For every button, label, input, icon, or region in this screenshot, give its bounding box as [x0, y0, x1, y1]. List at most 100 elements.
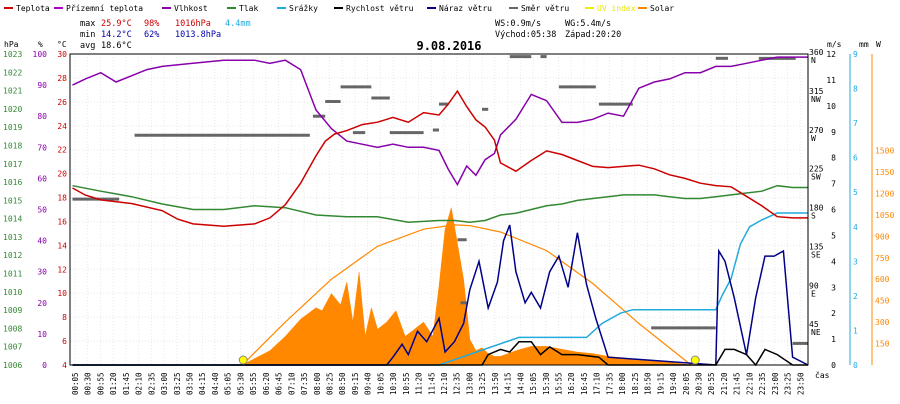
hpa-tick-4: 1019 — [3, 123, 22, 132]
x-tick-28: 11:45 — [427, 372, 436, 395]
stat-rain-total: 4.4mm — [225, 19, 251, 29]
right-axes: 360N315NW270W225SW180S135SE90E45NE121110… — [809, 48, 894, 370]
axis-unit-temp: °C — [57, 40, 67, 49]
hpa-tick-5: 1018 — [3, 141, 22, 150]
x-tick-27: 11:20 — [415, 372, 424, 395]
stat-max-temp: 25.9°C — [101, 19, 132, 29]
temp-tick-12: 6 — [62, 337, 67, 346]
mm-tick-8: 1 — [853, 326, 858, 335]
legend-label-2: Vlhkost — [174, 4, 208, 13]
x-tick-25: 10:30 — [389, 372, 398, 395]
hum-tick-1: 90 — [37, 81, 47, 90]
axis-unit-hum: % — [38, 40, 43, 49]
hpa-tick-13: 1010 — [3, 288, 22, 297]
legend: Teplota Přízemní teplota Vlhkost Tlak Srážky… — [4, 4, 674, 13]
hum-tick-9: 10 — [37, 330, 47, 339]
hpa-tick-14: 1009 — [3, 306, 22, 315]
x-tick-4: 01:45 — [122, 372, 131, 395]
dir-tick-deg-1: 315 — [809, 87, 824, 96]
ms-tick-3: 9 — [831, 128, 836, 137]
w-tick-3: 1050 — [875, 211, 894, 220]
stats-block: max 25.9°C 98% 1016hPa 4.4mm min 14.2°C … — [80, 19, 621, 51]
hpa-tick-10: 1013 — [3, 233, 22, 242]
x-tick-37: 15:30 — [542, 372, 551, 395]
temp-tick-11: 8 — [62, 313, 67, 322]
w-tick-2: 1200 — [875, 189, 894, 198]
temp-tick-10: 10 — [57, 289, 67, 298]
stat-avg-temp: 18.6°C — [101, 41, 132, 51]
mm-tick-7: 2 — [853, 292, 858, 301]
x-tick-36: 15:05 — [529, 372, 538, 395]
x-tick-49: 20:30 — [694, 372, 703, 395]
x-tick-16: 06:45 — [275, 372, 284, 395]
sunrise-marker — [238, 355, 248, 365]
ms-tick-11: 1 — [831, 335, 836, 344]
temp-tick-13: 4 — [62, 361, 67, 370]
x-tick-41: 17:10 — [593, 372, 602, 395]
x-tick-48: 20:05 — [682, 372, 691, 395]
hum-tick-3: 70 — [37, 143, 47, 152]
stat-sunset: Západ:20:20 — [565, 30, 621, 40]
sunset-marker — [690, 355, 700, 365]
hpa-tick-1: 1022 — [3, 68, 22, 77]
mm-tick-3: 6 — [853, 154, 858, 163]
axis-unit-mm: mm — [859, 40, 869, 49]
x-tick-46: 19:15 — [656, 372, 665, 395]
x-tick-34: 14:15 — [504, 372, 513, 395]
hpa-tick-7: 1016 — [3, 178, 22, 187]
dir-tick-deg-7: 45 — [809, 320, 819, 329]
x-tick-47: 19:40 — [669, 372, 678, 395]
legend-label-3: Tlak — [239, 4, 258, 13]
mm-tick-0: 9 — [853, 50, 858, 59]
mm-tick-2: 7 — [853, 119, 858, 128]
series-solar-clear — [241, 224, 692, 366]
mm-tick-9: 0 — [853, 361, 858, 370]
dir-tick-lbl-7: NE — [811, 328, 821, 337]
temp-tick-9: 12 — [57, 265, 67, 274]
mm-tick-6: 3 — [853, 257, 858, 266]
x-axis: 00:05 00:30 00:55 01:20 01:45 02:10 02:35 03:00… — [71, 372, 805, 395]
x-tick-2: 00:55 — [96, 372, 105, 395]
x-tick-18: 07:35 — [300, 372, 309, 395]
dir-tick-lbl-2: W — [811, 134, 816, 143]
x-tick-12: 05:05 — [224, 372, 233, 395]
dir-tick-lbl-1: NW — [811, 95, 821, 104]
legend-label-1: Přízemní teplota — [66, 4, 143, 13]
stat-max-hum: 98% — [144, 19, 159, 29]
x-tick-14: 05:55 — [249, 372, 258, 395]
dir-tick-deg-0: 360 — [809, 48, 824, 57]
temp-tick-5: 20 — [57, 170, 67, 179]
x-tick-11: 04:40 — [211, 372, 220, 395]
ms-tick-5: 7 — [831, 180, 836, 189]
dir-tick-deg-2: 270 — [809, 126, 824, 135]
x-tick-24: 10:05 — [376, 372, 385, 395]
ms-tick-4: 8 — [831, 154, 836, 163]
x-tick-22: 09:15 — [351, 372, 360, 395]
stat-min-temp: 14.2°C — [101, 30, 132, 40]
temp-tick-4: 22 — [57, 146, 67, 155]
ms-tick-8: 4 — [831, 257, 836, 266]
mm-tick-1: 8 — [853, 85, 858, 94]
x-tick-20: 08:25 — [325, 372, 334, 395]
x-tick-39: 16:20 — [567, 372, 576, 395]
legend-label-6: Náraz větru — [439, 4, 492, 13]
ms-tick-10: 2 — [831, 309, 836, 318]
x-tick-38: 15:55 — [555, 372, 564, 395]
x-tick-5: 02:10 — [135, 372, 144, 395]
w-tick-5: 750 — [875, 254, 890, 263]
x-tick-33: 13:50 — [491, 372, 500, 395]
x-tick-55: 23:00 — [771, 372, 780, 395]
x-tick-17: 07:10 — [287, 372, 296, 395]
x-tick-31: 13:00 — [465, 372, 474, 395]
w-tick-0: 1500 — [875, 147, 894, 156]
x-tick-51: 21:20 — [720, 372, 729, 395]
temp-tick-8: 14 — [57, 241, 67, 250]
plot-frame — [69, 53, 809, 366]
w-tick-8: 300 — [875, 318, 890, 327]
x-tick-44: 18:25 — [631, 372, 640, 395]
series-rain — [72, 212, 808, 366]
dir-tick-deg-4: 180 — [809, 204, 824, 213]
series-wind-gust — [72, 224, 809, 366]
x-tick-10: 04:15 — [198, 372, 207, 395]
